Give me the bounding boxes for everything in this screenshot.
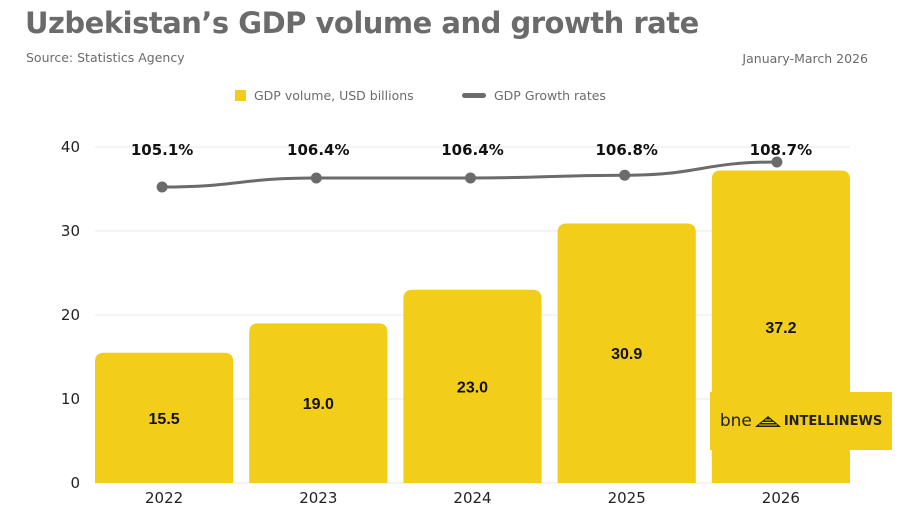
y-tick-label: 40 xyxy=(61,138,80,156)
chart-title: Uzbekistan’s GDP volume and growth rate xyxy=(25,6,699,40)
logo-intellinews-text: INTELLINEWS xyxy=(783,413,883,429)
x-tick-label: 2022 xyxy=(145,489,183,507)
bar-value-label: 37.2 xyxy=(765,320,796,337)
legend-line-swatch xyxy=(462,93,486,98)
legend-label-gdp-volume: GDP volume, USD billions xyxy=(254,88,414,103)
x-tick-label: 2024 xyxy=(453,489,491,507)
bar-2023 xyxy=(249,323,388,483)
legend-label-growth-rate: GDP Growth rates xyxy=(494,88,606,103)
growth-rate-label: 106.8% xyxy=(595,141,657,159)
bne-intellinews-logo: bne INTELLINEWS xyxy=(710,392,892,450)
logo-bne-text: bne xyxy=(719,411,752,431)
growth-point-2025 xyxy=(619,169,631,181)
bar-2022 xyxy=(95,352,234,483)
y-tick-label: 20 xyxy=(61,306,80,324)
growth-rate-label: 108.7% xyxy=(750,141,812,159)
y-tick-label: 0 xyxy=(70,474,80,492)
source-note: Source: Statistics Agency xyxy=(26,50,185,65)
growth-point-2026 xyxy=(771,156,783,168)
y-tick-label: 30 xyxy=(61,222,80,240)
bar-value-label: 19.0 xyxy=(303,396,334,413)
legend-bar-swatch xyxy=(235,90,246,101)
bar-2024 xyxy=(403,289,542,483)
bar-value-label: 30.9 xyxy=(611,346,642,363)
growth-point-2023 xyxy=(310,172,322,184)
bar-value-labels: 15.5 19.0 23.0 30.9 37.2 xyxy=(149,320,797,428)
legend-item-gdp-volume: GDP volume, USD billions xyxy=(235,88,414,103)
x-tick-label: 2025 xyxy=(608,489,646,507)
x-axis-ticks: 2022 2023 2024 2025 2026 xyxy=(145,489,800,507)
period-label: January-March 2026 xyxy=(742,51,868,66)
growth-rate-labels: 105.1% 106.4% 106.4% 106.8% 108.7% xyxy=(131,141,812,159)
growth-rate-label: 105.1% xyxy=(131,141,193,159)
growth-rate-label: 106.4% xyxy=(441,141,503,159)
y-tick-label: 10 xyxy=(61,390,80,408)
logo-mountain-icon xyxy=(754,416,781,427)
bar-value-label: 23.0 xyxy=(457,379,488,396)
y-axis-ticks: 0 10 20 30 40 xyxy=(61,138,80,492)
growth-line xyxy=(156,156,783,193)
growth-rate-label: 106.4% xyxy=(287,141,349,159)
bar-value-label: 15.5 xyxy=(149,411,180,428)
bar-2025 xyxy=(557,223,696,483)
x-tick-label: 2026 xyxy=(762,489,800,507)
growth-point-2024 xyxy=(465,172,476,184)
x-tick-label: 2023 xyxy=(299,489,337,507)
growth-point-2022 xyxy=(156,181,168,193)
legend-item-growth-rate: GDP Growth rates xyxy=(462,88,606,103)
